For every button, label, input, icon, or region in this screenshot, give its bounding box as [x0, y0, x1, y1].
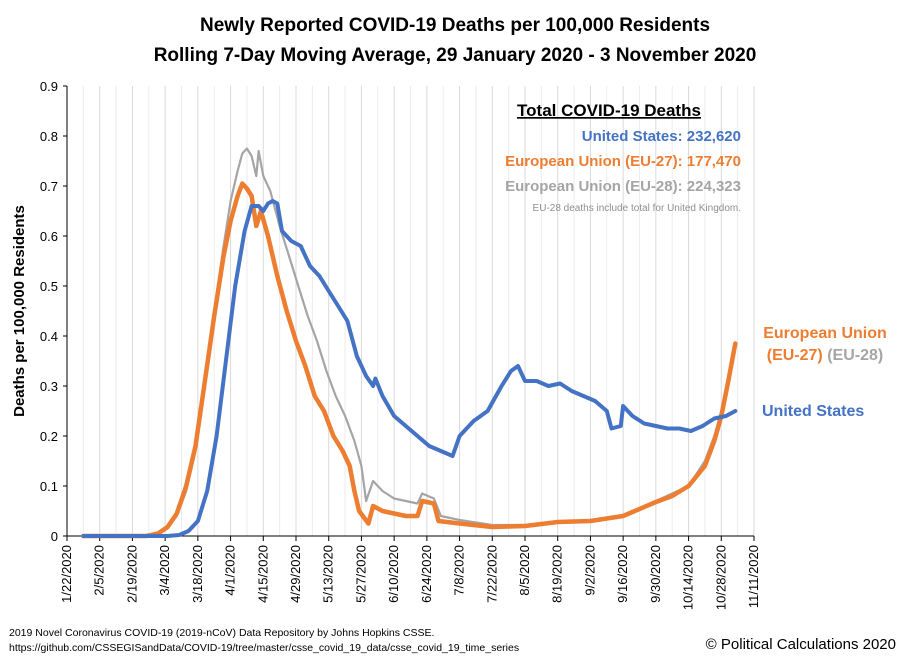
x-tick-label: 2/5/2020 [92, 545, 107, 596]
legend-eu28-total: European Union (EU-28): 224,323 [505, 178, 741, 195]
y-tick-label: 0.9 [40, 79, 58, 94]
x-tick-label: 11/11/2020 [746, 545, 761, 608]
x-tick-label: 4/29/2020 [288, 545, 303, 603]
y-tick-label: 0.7 [40, 179, 58, 194]
plot-series [81, 147, 738, 539]
x-tick-label: 6/10/2020 [386, 545, 401, 603]
source-url[interactable]: https://github.com/CSSEGISandData/COVID-… [9, 642, 520, 654]
side-label-eu28: (EU-28) [827, 347, 883, 364]
source-note: 2019 Novel Coronavirus COVID-19 (2019-nC… [9, 627, 435, 639]
x-tick-label: 4/1/2020 [223, 545, 238, 596]
y-tick-label: 0.1 [40, 479, 58, 494]
y-tick-label: 0 [51, 529, 58, 544]
legend-heading: Total COVID-19 Deaths [517, 101, 701, 120]
x-tick-label: 4/15/2020 [255, 545, 270, 603]
legend-us-total: United States: 232,620 [582, 128, 741, 145]
x-tick-label: 9/30/2020 [648, 545, 663, 603]
x-tick-label: 8/5/2020 [517, 545, 532, 596]
x-tick-label: 7/8/2020 [452, 545, 467, 596]
y-tick-label: 0.4 [40, 329, 58, 344]
x-tick-label: 9/2/2020 [582, 545, 597, 596]
side-label-us: United States [762, 403, 864, 420]
y-tick-label: 0.5 [40, 279, 58, 294]
side-label-eu-variants: (EU-27) (EU-28) [767, 347, 883, 364]
x-tick-label: 2/19/2020 [124, 545, 139, 603]
x-tick-label: 10/14/2020 [681, 545, 696, 610]
series-line-united-states [81, 199, 738, 538]
y-tick-label: 0.3 [40, 379, 58, 394]
y-axis-label: Deaths per 100,000 Residents [11, 205, 28, 417]
y-tick-label: 0.8 [40, 129, 58, 144]
legend-note: EU-28 deaths include total for United Ki… [533, 203, 741, 214]
legend-eu27-total: European Union (EU-27): 177,470 [505, 153, 741, 170]
x-tick-label: 3/4/2020 [157, 545, 172, 596]
x-tick-label: 8/19/2020 [550, 545, 565, 603]
x-tick-label: 6/24/2020 [419, 545, 434, 603]
legend-box: Total COVID-19 Deaths United States: 232… [505, 101, 741, 214]
x-tick-label: 5/13/2020 [321, 545, 336, 603]
x-tick-label: 1/22/2020 [59, 545, 74, 603]
x-tick-label: 7/22/2020 [484, 545, 499, 603]
copyright-notice: © Political Calculations 2020 [705, 636, 896, 653]
x-tick-label: 9/16/2020 [615, 545, 630, 603]
series-line-european-union-eu-27 [81, 181, 738, 539]
side-label-eu: European Union [763, 325, 887, 342]
x-tick-label: 3/18/2020 [190, 545, 205, 603]
gridlines [66, 86, 755, 536]
x-tick-label: 5/27/2020 [353, 545, 368, 603]
y-tick-label: 0.6 [40, 229, 58, 244]
y-tick-label: 0.2 [40, 429, 58, 444]
chart-title: Newly Reported COVID-19 Deaths per 100,0… [200, 15, 710, 36]
x-tick-labels: 1/22/2020 2/5/2020 2/19/2020 3/4/2020 3/18/2… [59, 536, 761, 610]
x-tick-label: 10/28/2020 [713, 545, 728, 610]
side-label-eu27: (EU-27) [767, 347, 823, 364]
chart-subtitle: Rolling 7-Day Moving Average, 29 January… [154, 45, 757, 66]
y-tick-labels: 0 0.1 0.2 0.3 0.4 0.5 0.6 0.7 0.8 0.9 [40, 79, 67, 544]
